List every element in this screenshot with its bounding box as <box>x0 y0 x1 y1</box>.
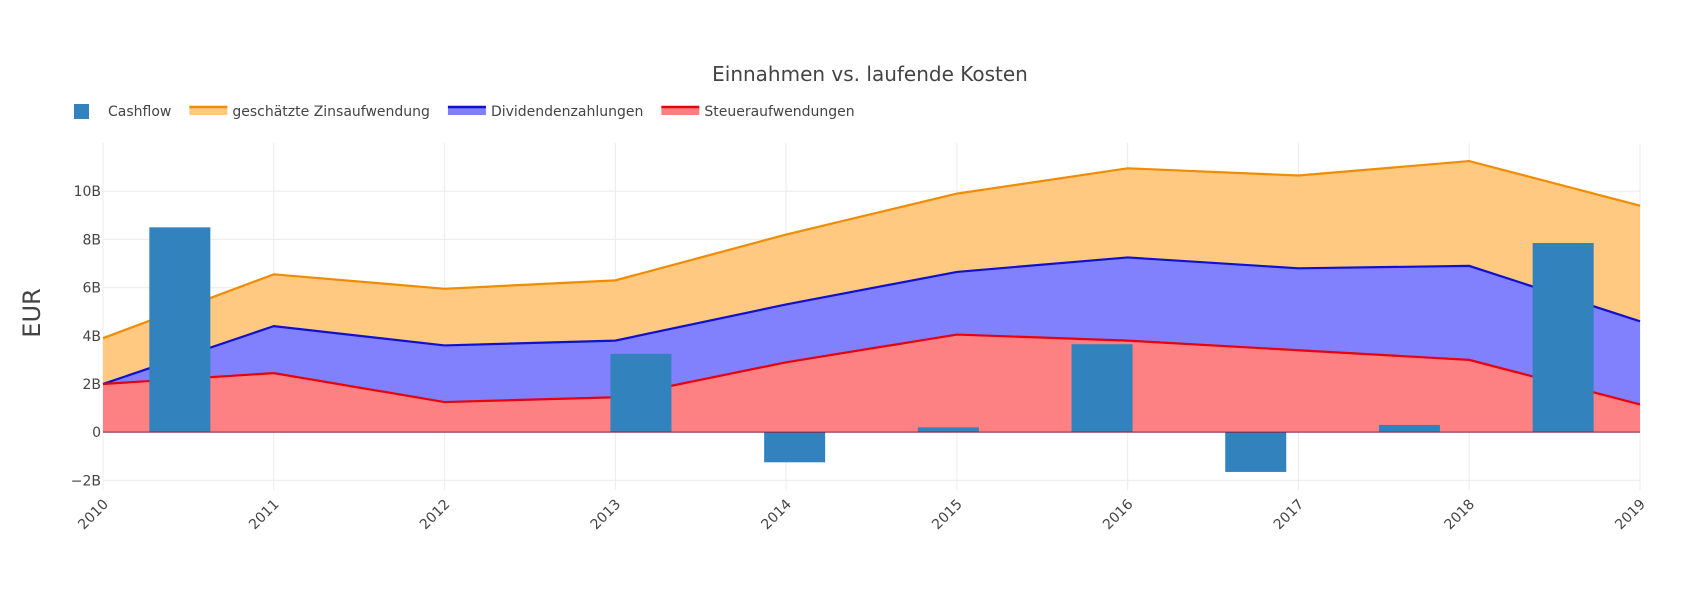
x-tick-label-2013: 2013 <box>588 497 625 534</box>
legend-swatch-cashflow <box>74 104 89 119</box>
y-tick-label: 8B <box>82 232 101 248</box>
x-tick-label-2010: 2010 <box>75 497 112 534</box>
area-line-dividendenzahlungen <box>102 256 1641 386</box>
area-line-steueraufwendungen <box>102 333 1641 406</box>
cashflow-bar[interactable] <box>1532 243 1594 433</box>
y-tick-label: 2B <box>82 377 101 393</box>
area-line-gesch-tzte-zinsaufwendung <box>102 159 1641 340</box>
y-tick-label: 0 <box>92 425 101 441</box>
cashflow-bar[interactable] <box>917 427 979 433</box>
bar-layer <box>149 227 1594 472</box>
legend-item-gesch-tzte-zinsaufwendung[interactable]: geschätzte Zinsaufwendung <box>189 104 430 120</box>
cashflow-bar[interactable] <box>610 353 672 433</box>
legend-item-dividendenzahlungen[interactable]: Dividendenzahlungen <box>447 104 643 120</box>
y-tick-label: −2B <box>71 473 101 489</box>
legend[interactable]: Cashflow geschätzte Zinsaufwendung Dividen… <box>74 104 855 120</box>
legend-swatch-gesch-tzte-zinsaufwendung <box>189 107 228 115</box>
cashflow-bar[interactable] <box>764 432 826 463</box>
x-tick-label-2015: 2015 <box>929 497 966 534</box>
x-tick-label-2014: 2014 <box>758 496 795 533</box>
area-fill-steueraufwendungen <box>103 334 1640 433</box>
cashflow-bar[interactable] <box>1071 344 1133 433</box>
x-tick-label-2019: 2019 <box>1612 497 1649 534</box>
cashflow-bar[interactable] <box>1225 432 1287 472</box>
legend-label-cashflow: Cashflow <box>108 104 171 120</box>
cashflow-bar[interactable] <box>149 227 211 433</box>
legend-swatch-steueraufwendungen <box>661 107 700 115</box>
area-layer <box>102 159 1641 433</box>
x-tick-label-2016: 2016 <box>1100 496 1137 533</box>
legend-item-cashflow[interactable]: Cashflow <box>74 104 171 120</box>
legend-label-steueraufwendungen: Steueraufwendungen <box>704 104 854 120</box>
x-tick-label-2011: 2011 <box>246 497 283 534</box>
y-tick-label: 6B <box>82 281 101 297</box>
x-tick-label-2018: 2018 <box>1442 497 1479 534</box>
y-axis-title: EUR <box>18 288 46 337</box>
y-tick-label: 10B <box>74 184 101 200</box>
legend-item-steueraufwendungen[interactable]: Steueraufwendungen <box>661 104 855 120</box>
legend-label-dividendenzahlungen: Dividendenzahlungen <box>491 104 643 120</box>
cashflow-bar[interactable] <box>1378 424 1440 433</box>
chart-title: Einnahmen vs. laufende Kosten <box>712 62 1028 86</box>
legend-swatch-dividendenzahlungen <box>447 107 486 115</box>
y-tick-label: 4B <box>82 329 101 345</box>
x-tick-label-2017: 2017 <box>1271 497 1308 534</box>
legend-label-gesch-tzte-zinsaufwendung: geschätzte Zinsaufwendung <box>232 104 430 120</box>
x-tick-label-2012: 2012 <box>417 497 454 534</box>
